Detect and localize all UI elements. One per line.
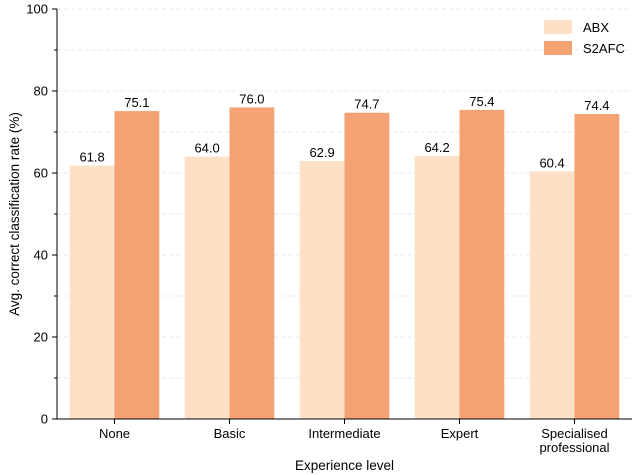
bar-s2afc bbox=[229, 107, 275, 420]
data-label: 64.2 bbox=[424, 140, 449, 155]
legend-label: ABX bbox=[583, 20, 609, 35]
x-tick-label: None bbox=[99, 426, 130, 441]
legend-label: S2AFC bbox=[583, 41, 625, 56]
data-label: 74.7 bbox=[354, 97, 379, 112]
data-label: 74.4 bbox=[584, 98, 609, 113]
bar-abx bbox=[529, 171, 575, 419]
y-tick-label: 0 bbox=[41, 412, 48, 427]
bar-s2afc bbox=[344, 112, 390, 419]
x-tick-label: professional bbox=[539, 440, 609, 455]
y-tick-label: 60 bbox=[34, 166, 48, 181]
y-tick-label: 40 bbox=[34, 248, 48, 263]
bar-s2afc bbox=[574, 113, 620, 420]
bar-abx bbox=[414, 155, 460, 419]
data-label: 75.1 bbox=[124, 95, 149, 110]
data-label: 61.8 bbox=[79, 150, 104, 165]
y-tick-label: 20 bbox=[34, 330, 48, 345]
x-axis-label: Experience level bbox=[295, 458, 394, 473]
data-label: 62.9 bbox=[309, 145, 334, 160]
y-tick-label: 100 bbox=[26, 2, 48, 17]
bar-s2afc bbox=[459, 109, 505, 420]
x-tick-label: Intermediate bbox=[308, 426, 380, 441]
data-label: 76.0 bbox=[239, 91, 264, 106]
axes: None Basic Intermediate Expert Specialisedpr… bbox=[26, 2, 632, 455]
data-label: 60.4 bbox=[539, 155, 564, 170]
bar-s2afc bbox=[114, 111, 160, 419]
bar-abx bbox=[184, 156, 230, 419]
x-tick-label: Expert bbox=[441, 426, 479, 441]
legend-swatch-abx bbox=[544, 20, 572, 34]
legend: ABX S2AFC bbox=[544, 20, 625, 56]
y-tick-label: 80 bbox=[34, 84, 48, 99]
bar-abx bbox=[69, 165, 115, 419]
legend-swatch-s2afc bbox=[544, 41, 572, 55]
x-tick-label: Basic bbox=[214, 426, 246, 441]
data-labels: 61.8 75.1 64.0 76.0 62.9 74.7 64.2 75.4 60.4 74.4 bbox=[79, 91, 609, 170]
y-axis-label: Avg. correct classification rate (%) bbox=[7, 112, 22, 316]
data-label: 75.4 bbox=[469, 94, 494, 109]
x-tick-label: Specialised bbox=[541, 426, 608, 441]
data-label: 64.0 bbox=[194, 141, 219, 156]
bar-abx bbox=[299, 161, 345, 420]
bars bbox=[69, 107, 620, 420]
